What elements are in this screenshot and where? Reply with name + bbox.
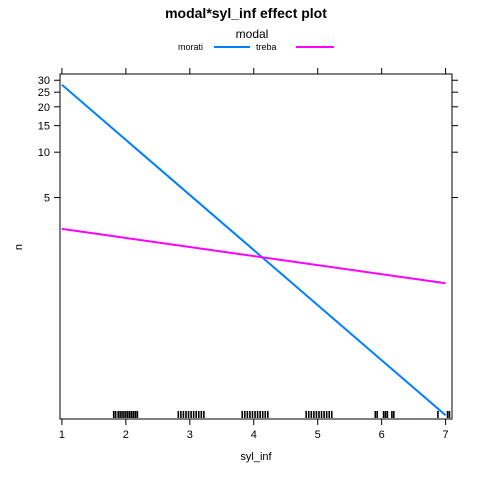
y-tick-label: 5: [44, 193, 50, 205]
y-tick-label: 15: [38, 121, 50, 133]
y-tick-label: 25: [38, 87, 50, 99]
y-tick-label: 10: [38, 147, 50, 159]
x-axis-label: syl_inf: [240, 451, 272, 463]
chart-title: modal*syl_inf effect plot: [165, 5, 327, 21]
plot-panel: [59, 73, 453, 420]
legend-label-treba: treba: [256, 42, 277, 52]
rug-marks: [112, 411, 451, 418]
x-axis: 1 2 3 4 5 6 7: [59, 68, 449, 441]
x-tick-label: 3: [187, 429, 193, 441]
x-tick-label: 5: [315, 429, 321, 441]
y-tick-label: 30: [38, 75, 50, 87]
legend: modal morati treba: [178, 27, 334, 52]
legend-label-morati: morati: [178, 42, 203, 52]
y-tick-label: 20: [38, 102, 50, 114]
x-tick-label: 1: [59, 429, 65, 441]
y-axis-label: n: [13, 244, 25, 250]
series-line-morati: [61, 84, 447, 417]
x-tick-label: 6: [379, 429, 385, 441]
x-tick-label: 2: [123, 429, 129, 441]
x-tick-label: 4: [251, 429, 257, 441]
x-tick-label: 7: [443, 429, 449, 441]
legend-title: modal: [236, 27, 269, 41]
series-lines: [61, 84, 447, 417]
series-line-treba: [61, 227, 446, 285]
